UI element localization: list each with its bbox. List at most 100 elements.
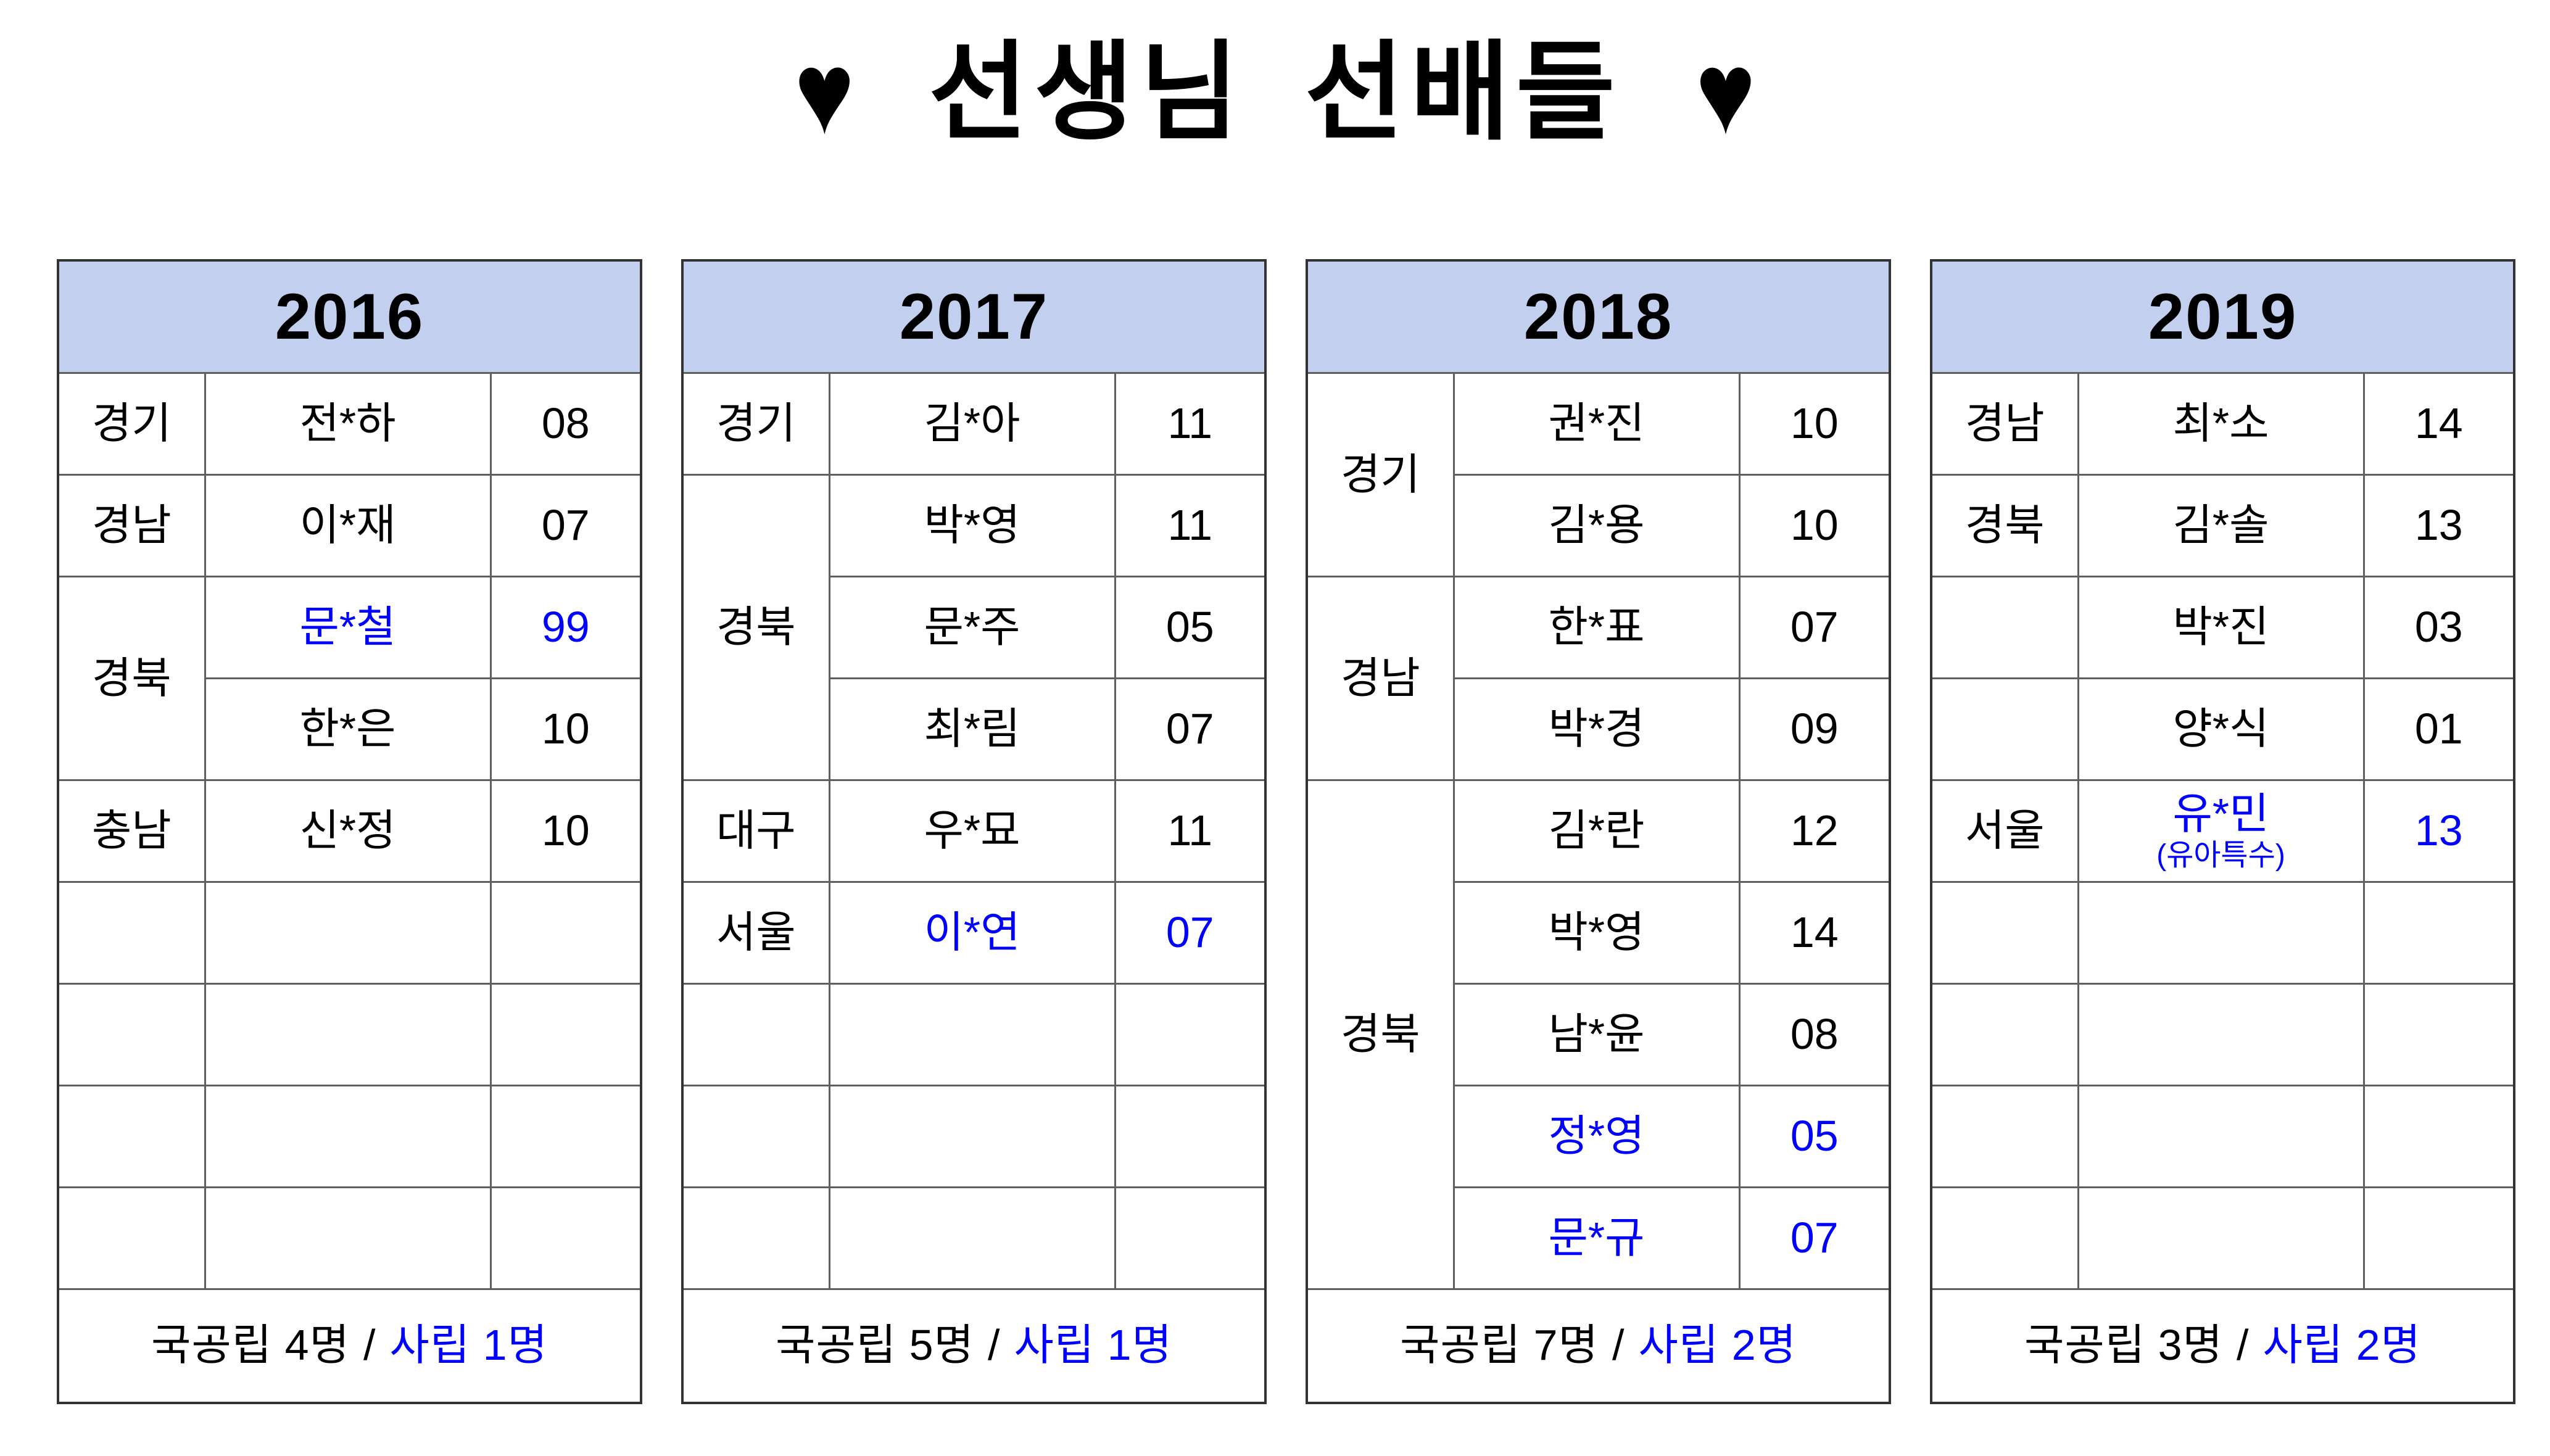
table-row: 남*윤 08	[1307, 983, 1891, 1086]
table-row: 양*식 01	[1930, 677, 2515, 781]
count-cell: 11	[1114, 372, 1267, 476]
table-row	[681, 1085, 1267, 1188]
year-header: 2018	[1306, 259, 1891, 374]
name-cell	[204, 881, 492, 985]
region-cell: 경북	[1930, 474, 2079, 577]
name-cell	[204, 1186, 492, 1290]
table-row	[57, 881, 642, 985]
region-cell: 경남	[1306, 576, 1455, 781]
name-cell	[828, 1186, 1116, 1290]
region-cell: 경남	[1930, 372, 2079, 476]
page-title: 선생님 선배들	[929, 32, 1621, 153]
page-header: ♥ 선생님 선배들 ♥	[0, 25, 2550, 160]
count-cell: 08	[489, 372, 642, 476]
count-cell	[489, 983, 642, 1086]
name-cell: 박*진	[2077, 576, 2365, 679]
name-cell: 남*윤	[1452, 983, 1741, 1086]
region-cell: 충남	[57, 779, 206, 883]
name-cell: 이*재	[204, 474, 492, 577]
name-cell: 이*연	[828, 881, 1116, 985]
table-row	[57, 1085, 642, 1188]
name-note: (유아특수)	[2156, 838, 2285, 872]
public-count-label: 국공립 7명	[1400, 1321, 1599, 1370]
count-cell: 12	[1738, 779, 1891, 883]
count-cell	[1114, 1186, 1267, 1290]
table-row: 경기 전*하 08	[57, 372, 642, 476]
year-table-body: 2019 경남 최*소 14 경북 김*솔 13 박*진 03 양*식 01 서울 유*민 (유아특수) 1…	[1930, 259, 2515, 1404]
region-cell	[1930, 1085, 2079, 1188]
count-cell: 10	[489, 779, 642, 883]
table-row: 경기 권*진 10	[1306, 372, 1891, 577]
region-cell: 경기	[1306, 372, 1455, 577]
year-header: 2016	[57, 259, 642, 374]
name-cell: 문*주	[828, 576, 1116, 679]
name-cell: 전*하	[204, 372, 492, 476]
count-cell	[1114, 1085, 1267, 1188]
year-table-2018: 2018 경기 권*진 10 김*용 10 경남 한*표 07 박*경 09 경북 김*란 12 박*영 14…	[1306, 259, 1892, 1404]
count-cell	[2362, 881, 2515, 985]
count-cell: 10	[1738, 372, 1891, 476]
count-cell: 07	[1114, 881, 1267, 985]
count-cell: 09	[1738, 677, 1891, 781]
name-cell: 박*경	[1452, 677, 1741, 781]
name-cell: 유*민 (유아특수)	[2077, 779, 2365, 883]
public-count-label: 국공립 3명	[2024, 1321, 2224, 1370]
name-cell	[828, 983, 1116, 1086]
name-cell	[2077, 1186, 2365, 1290]
count-cell	[2362, 1085, 2515, 1188]
year-table-2017: 2017 경기 김*아 11 경북 박*영 11 문*주 05 최*림 07 대구 우*묘 11 서울 이*연…	[681, 259, 1267, 1404]
count-cell: 14	[1738, 881, 1891, 985]
region-cell	[1930, 983, 2079, 1086]
count-cell	[2362, 1186, 2515, 1290]
name-cell	[828, 1085, 1116, 1188]
name-cell: 우*묘	[828, 779, 1116, 883]
name-cell: 정*영	[1452, 1085, 1741, 1188]
count-cell: 05	[1738, 1085, 1891, 1188]
table-row: 경북 김*란 12	[1306, 779, 1891, 1290]
name-cell: 최*소	[2077, 372, 2365, 476]
name-cell: 김*란	[1452, 779, 1741, 883]
heart-icon: ♥	[1695, 27, 1756, 158]
count-cell: 11	[1114, 474, 1267, 577]
private-count-label: 사립 1명	[389, 1321, 548, 1370]
name-cell: 김*용	[1452, 474, 1741, 577]
summary-footer: 국공립 7명 / 사립 2명	[1306, 1288, 1891, 1404]
table-row	[1930, 1186, 2515, 1290]
table-row: 한*은 10	[58, 677, 642, 781]
table-row: 경북 김*솔 13	[1930, 474, 2515, 577]
region-cell	[57, 983, 206, 1086]
table-row: 정*영 05	[1307, 1085, 1891, 1188]
summary-footer-row: 국공립 7명 / 사립 2명	[1306, 1288, 1891, 1404]
table-row: 서울 이*연 07	[681, 881, 1267, 985]
name-cell: 양*식	[2077, 677, 2365, 781]
name-cell: 문*철	[204, 576, 492, 679]
count-cell: 13	[2362, 779, 2515, 883]
count-cell: 01	[2362, 677, 2515, 781]
name-cell	[2077, 881, 2365, 985]
table-row: 경북 문*철 99	[57, 576, 642, 781]
name-cell	[204, 983, 492, 1086]
name-cell: 김*솔	[2077, 474, 2365, 577]
table-row: 최*림 07	[682, 677, 1267, 781]
table-row: 충남 신*정 10	[57, 779, 642, 883]
count-cell: 10	[1738, 474, 1891, 577]
count-cell: 10	[489, 677, 642, 781]
table-row: 박*진 03	[1930, 576, 2515, 679]
count-cell	[489, 1186, 642, 1290]
name-cell: 한*표	[1452, 576, 1741, 679]
year-table-2019: 2019 경남 최*소 14 경북 김*솔 13 박*진 03 양*식 01 서울 유*민 (유아특수) 1…	[1930, 259, 2516, 1404]
public-count-label: 국공립 4명	[151, 1321, 350, 1370]
table-row: 문*규 07	[1307, 1186, 1891, 1290]
name-cell: 한*은	[204, 677, 492, 781]
region-cell	[1930, 1186, 2079, 1290]
summary-footer-row: 국공립 3명 / 사립 2명	[1930, 1288, 2515, 1404]
region-cell	[681, 1186, 830, 1290]
name-cell: 문*규	[1452, 1186, 1741, 1290]
slash-separator: /	[363, 1321, 376, 1370]
table-row: 경남 이*재 07	[57, 474, 642, 577]
name-cell	[2077, 1085, 2365, 1188]
region-cell	[681, 983, 830, 1086]
summary-footer-row: 국공립 5명 / 사립 1명	[681, 1288, 1267, 1404]
count-cell: 14	[2362, 372, 2515, 476]
year-header-row: 2017	[681, 259, 1267, 374]
